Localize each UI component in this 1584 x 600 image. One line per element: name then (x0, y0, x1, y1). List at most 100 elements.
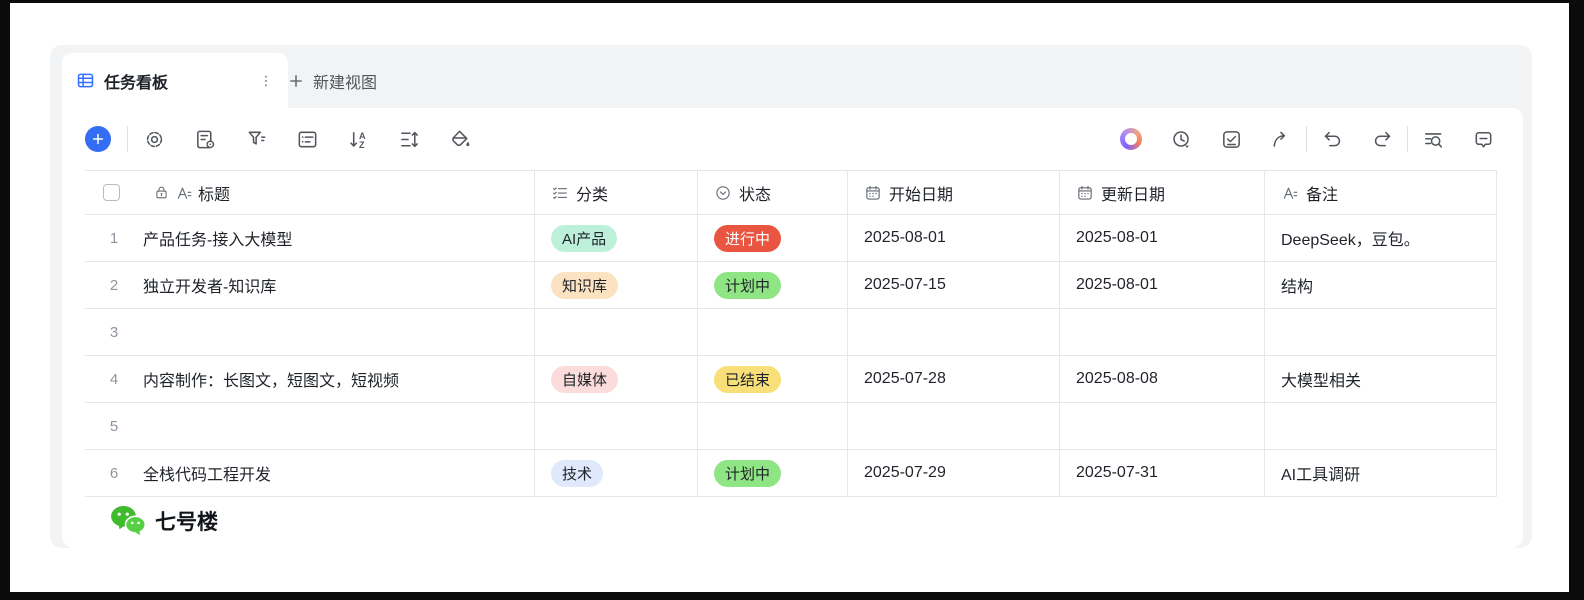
category-tag[interactable]: 技术 (551, 459, 604, 487)
category-tag[interactable]: 知识库 (551, 271, 619, 299)
status-cell[interactable] (698, 403, 848, 449)
header-start-date-column[interactable]: 开始日期 (848, 171, 1060, 214)
history-button[interactable] (1169, 127, 1193, 151)
filter-funnel-icon (248, 131, 265, 145)
status-badge[interactable]: 进行中 (714, 224, 782, 252)
status-badge[interactable]: 已结束 (714, 365, 782, 393)
bitable-embed-card: 任务看板 新建视图 (50, 45, 1532, 548)
lock-icon (156, 186, 167, 199)
svg-text:Z: Z (358, 140, 364, 150)
row-height-icon (400, 131, 418, 147)
title-cell[interactable]: 全栈代码工程开发 (143, 467, 272, 484)
updated-date-cell[interactable]: 2025-07-31 (1060, 450, 1265, 496)
start-date-cell[interactable] (848, 403, 1060, 449)
header-note-column[interactable]: 备注 (1265, 171, 1497, 214)
tab-task-board[interactable]: 任务看板 (62, 53, 288, 108)
note-cell[interactable]: 大模型相关 (1265, 356, 1497, 402)
note-cell[interactable]: DeepSeek，豆包。 (1265, 215, 1497, 261)
table-row[interactable]: 5 (85, 403, 1497, 450)
updated-date-cell[interactable]: 2025-08-01 (1060, 262, 1265, 308)
title-cell[interactable]: 独立开发者-知识库 (143, 279, 277, 296)
paint-format-button[interactable] (448, 127, 472, 151)
header-status-column[interactable]: 状态 (698, 171, 848, 214)
filter-button[interactable] (244, 127, 268, 151)
brand-name: 七号楼 (155, 511, 218, 534)
note-cell[interactable]: 结构 (1265, 262, 1497, 308)
table-panel: A Z (62, 108, 1523, 548)
table-row[interactable]: 1 产品任务-接入大模型 AI产品 进行中 2025-08-01 2025-08-… (85, 215, 1497, 262)
tab-label: 任务看板 (104, 74, 169, 92)
category-cell[interactable] (535, 403, 698, 449)
category-tag[interactable]: 自媒体 (551, 365, 619, 393)
field-config-icon (196, 130, 214, 148)
header-category-column[interactable]: 分类 (535, 171, 698, 214)
table-row[interactable]: 2 独立开发者-知识库 知识库 计划中 2025-07-15 2025-08-01… (85, 262, 1497, 309)
note-cell[interactable] (1265, 309, 1497, 355)
updated-date-cell[interactable] (1060, 403, 1265, 449)
updated-date-cell[interactable] (1060, 309, 1265, 355)
select-all-checkbox[interactable] (103, 184, 120, 201)
search-button[interactable] (1421, 127, 1445, 151)
add-record-button[interactable] (85, 126, 111, 152)
title-cell[interactable]: 产品任务-接入大模型 (143, 232, 293, 249)
comment-bubble-icon (1475, 131, 1491, 148)
toolbar-divider (1407, 126, 1408, 152)
single-select-icon (716, 185, 730, 200)
category-tag[interactable]: AI产品 (551, 224, 618, 252)
plus-icon (92, 133, 104, 145)
toolbar: A Z (62, 108, 1523, 170)
field-config-button[interactable] (193, 127, 217, 151)
share-arrow-icon (1273, 131, 1285, 147)
undo-button[interactable] (1320, 127, 1344, 151)
task-button[interactable] (1219, 127, 1243, 151)
column-label: 备注 (1306, 186, 1339, 204)
table-row[interactable]: 4 内容制作：长图文，短图文，短视频 自媒体 已结束 2025-07-28 202… (85, 356, 1497, 403)
history-clock-icon (1172, 130, 1189, 148)
category-cell[interactable] (535, 309, 698, 355)
note-cell[interactable] (1265, 403, 1497, 449)
updated-date-cell[interactable]: 2025-08-01 (1060, 215, 1265, 261)
row-number: 2 (109, 276, 119, 294)
table-row[interactable]: 3 (85, 309, 1497, 356)
start-date-cell[interactable]: 2025-07-15 (848, 262, 1060, 308)
tab-more-menu[interactable] (258, 73, 274, 89)
header-updated-date-column[interactable]: 更新日期 (1060, 171, 1265, 214)
start-date-cell[interactable]: 2025-08-01 (848, 215, 1060, 261)
status-cell[interactable] (698, 309, 848, 355)
multi-select-icon (553, 186, 567, 199)
row-height-button[interactable] (397, 127, 421, 151)
header-title-column[interactable]: 标题 (85, 171, 535, 214)
plus-icon (290, 74, 302, 87)
table-header-row: 标题 分类 (85, 170, 1497, 215)
status-badge[interactable]: 计划中 (714, 459, 782, 487)
watermark: 七号楼 (110, 505, 1523, 537)
start-date-cell[interactable]: 2025-07-29 (848, 450, 1060, 496)
undo-icon (1324, 131, 1340, 146)
redo-button[interactable] (1370, 127, 1394, 151)
ai-gradient-ring-icon (1120, 128, 1142, 150)
sort-az-icon: A Z (349, 131, 365, 150)
ai-button[interactable] (1119, 127, 1143, 151)
title-cell[interactable]: 内容制作：长图文，短图文，短视频 (143, 373, 400, 390)
start-date-cell[interactable]: 2025-07-28 (848, 356, 1060, 402)
new-view-button[interactable]: 新建视图 (287, 53, 377, 108)
gear-icon (146, 131, 162, 147)
toolbar-divider (127, 126, 128, 152)
updated-date-cell[interactable]: 2025-08-08 (1060, 356, 1265, 402)
start-date-cell[interactable] (848, 309, 1060, 355)
row-number: 1 (109, 229, 119, 247)
status-badge[interactable]: 计划中 (714, 271, 782, 299)
paint-bucket-icon (451, 130, 469, 146)
row-number: 6 (109, 464, 119, 482)
comment-button[interactable] (1471, 127, 1495, 151)
table-row[interactable]: 6 全栈代码工程开发 技术 计划中 2025-07-29 2025-07-31 A… (85, 450, 1497, 497)
group-button[interactable] (295, 127, 319, 151)
row-number: 3 (109, 323, 119, 341)
note-cell[interactable]: AI工具调研 (1265, 450, 1497, 496)
calendar-icon (1078, 185, 1092, 200)
share-button[interactable] (1269, 127, 1293, 151)
group-list-icon (298, 131, 316, 147)
sort-button[interactable]: A Z (346, 127, 370, 151)
settings-button[interactable] (142, 127, 166, 151)
